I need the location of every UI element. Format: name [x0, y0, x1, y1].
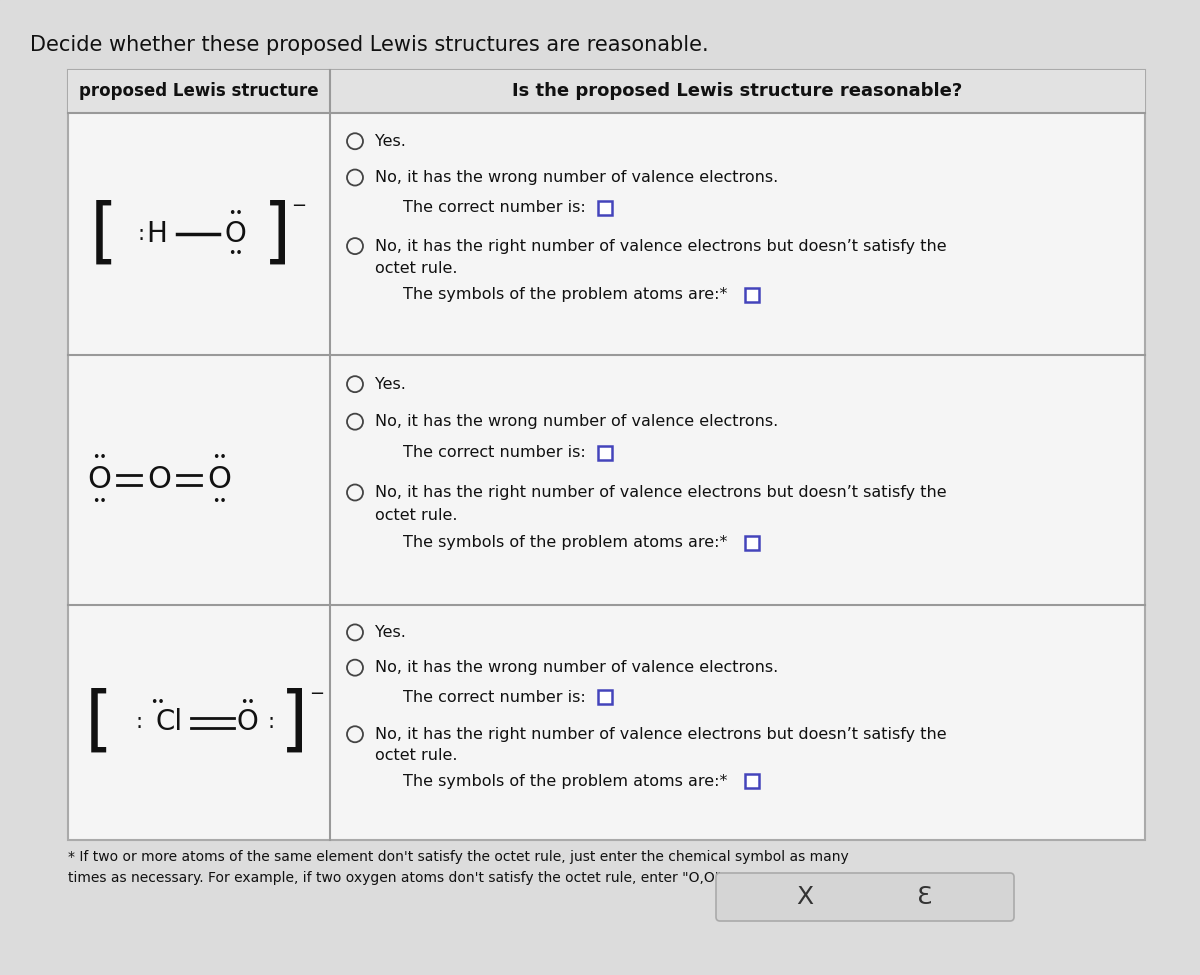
Text: :: : — [136, 713, 143, 732]
Text: Yes.: Yes. — [374, 134, 406, 149]
Text: Yes.: Yes. — [374, 376, 406, 392]
Text: :: : — [268, 713, 275, 732]
Text: The symbols of the problem atoms are:*: The symbols of the problem atoms are:* — [403, 774, 727, 789]
Bar — [745, 288, 760, 301]
Bar — [598, 690, 612, 704]
Text: Yes.: Yes. — [374, 625, 406, 640]
Text: −: − — [292, 197, 306, 215]
FancyBboxPatch shape — [716, 873, 1014, 921]
Text: No, it has the right number of valence electrons but doesn’t satisfy the: No, it has the right number of valence e… — [374, 485, 947, 500]
Text: [: [ — [90, 200, 118, 268]
Text: octet rule.: octet rule. — [374, 508, 457, 523]
Text: ••: •• — [91, 495, 107, 509]
Text: * If two or more atoms of the same element don't satisfy the octet rule, just en: * If two or more atoms of the same eleme… — [68, 850, 848, 884]
Bar — [745, 774, 760, 788]
Text: ]: ] — [263, 200, 292, 268]
Text: Ɛ: Ɛ — [917, 885, 932, 909]
Text: [: [ — [85, 688, 113, 757]
Bar — [745, 535, 760, 550]
Text: The correct number is:: The correct number is: — [403, 446, 586, 460]
Text: Cl: Cl — [156, 709, 182, 736]
Text: No, it has the right number of valence electrons but doesn’t satisfy the: No, it has the right number of valence e… — [374, 239, 947, 254]
Text: No, it has the wrong number of valence electrons.: No, it has the wrong number of valence e… — [374, 660, 779, 675]
Text: The correct number is:: The correct number is: — [403, 200, 586, 215]
Text: O: O — [224, 220, 246, 248]
Text: No, it has the wrong number of valence electrons.: No, it has the wrong number of valence e… — [374, 170, 779, 185]
Text: ••: •• — [211, 451, 227, 464]
Text: :: : — [138, 224, 144, 244]
Bar — [68, 70, 1145, 840]
Text: ••: •• — [240, 696, 254, 709]
Text: ••: •• — [228, 248, 242, 260]
Text: proposed Lewis structure: proposed Lewis structure — [79, 83, 319, 100]
Text: ]: ] — [280, 688, 308, 757]
Text: ••: •• — [150, 696, 164, 709]
Text: O: O — [236, 709, 258, 736]
Text: ••: •• — [211, 495, 227, 509]
Bar — [598, 201, 612, 214]
Text: Decide whether these proposed Lewis structures are reasonable.: Decide whether these proposed Lewis stru… — [30, 35, 709, 55]
Text: No, it has the right number of valence electrons but doesn’t satisfy the: No, it has the right number of valence e… — [374, 726, 947, 742]
Text: The correct number is:: The correct number is: — [403, 689, 586, 705]
Text: H: H — [146, 220, 168, 248]
Text: −: − — [310, 685, 324, 704]
Text: octet rule.: octet rule. — [374, 748, 457, 763]
Text: ••: •• — [91, 451, 107, 464]
Text: O: O — [88, 465, 112, 494]
Text: X: X — [797, 885, 814, 909]
Text: Is the proposed Lewis structure reasonable?: Is the proposed Lewis structure reasonab… — [512, 83, 962, 100]
Text: No, it has the wrong number of valence electrons.: No, it has the wrong number of valence e… — [374, 414, 779, 429]
Text: O: O — [148, 465, 172, 494]
Text: The symbols of the problem atoms are:*: The symbols of the problem atoms are:* — [403, 287, 727, 302]
Text: ••: •• — [228, 208, 242, 220]
Bar — [598, 446, 612, 460]
Text: The symbols of the problem atoms are:*: The symbols of the problem atoms are:* — [403, 535, 727, 550]
Text: O: O — [208, 465, 230, 494]
Text: octet rule.: octet rule. — [374, 260, 457, 276]
Bar — [68, 70, 1145, 113]
